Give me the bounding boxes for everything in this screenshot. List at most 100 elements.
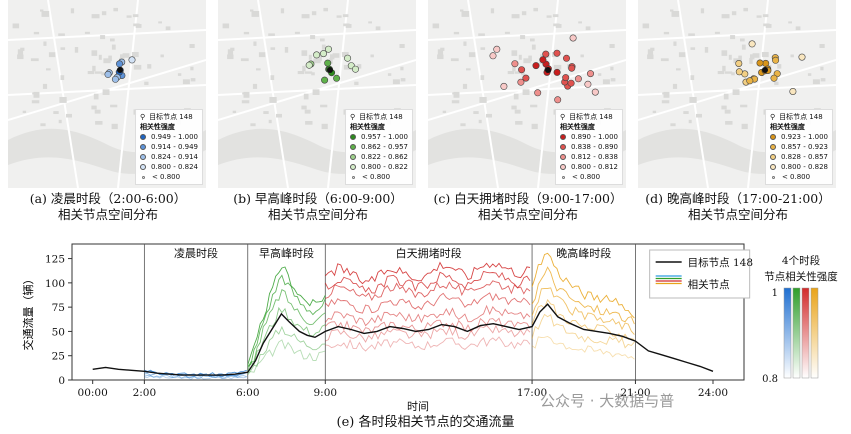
building-block bbox=[330, 54, 335, 60]
related-node-series bbox=[247, 306, 326, 372]
building-block bbox=[732, 89, 740, 95]
related-node-series bbox=[531, 336, 635, 360]
legend-bin-label: 0.914 - 0.949 bbox=[150, 143, 198, 151]
caption-d: (d) 晚高峰时段（17:00-21:00） 相关节点空间分布 bbox=[645, 191, 831, 222]
building-block bbox=[774, 81, 779, 86]
building-block bbox=[442, 110, 447, 113]
building-block bbox=[678, 52, 686, 58]
related-node bbox=[554, 96, 562, 104]
building-block bbox=[126, 15, 132, 18]
legend-bin-row: 0.949 - 1.000 bbox=[139, 132, 198, 142]
building-block bbox=[530, 104, 538, 108]
building-block bbox=[460, 123, 466, 127]
building-block bbox=[521, 72, 525, 76]
related-node bbox=[772, 56, 780, 64]
related-node bbox=[321, 76, 329, 84]
building-block bbox=[84, 31, 90, 34]
building-block bbox=[756, 15, 762, 18]
building-block bbox=[111, 44, 116, 50]
building-block bbox=[343, 23, 350, 27]
building-block bbox=[268, 119, 272, 124]
building-block bbox=[33, 91, 40, 98]
colorbar-orange bbox=[810, 287, 819, 379]
legend-bin-label: 0.890 - 1.000 bbox=[570, 133, 618, 141]
building-block bbox=[182, 79, 190, 85]
building-block bbox=[101, 72, 105, 76]
legend-bin-row: 0.800 - 0.822 bbox=[349, 162, 408, 172]
colorbar-green bbox=[792, 287, 801, 379]
plot-frame bbox=[71, 243, 745, 381]
related-node bbox=[116, 60, 124, 68]
legend-swatch bbox=[139, 134, 146, 140]
building-block bbox=[521, 11, 527, 16]
related-node-series bbox=[531, 287, 635, 335]
building-block bbox=[795, 26, 801, 31]
x-tick-label: 17:00 bbox=[517, 387, 547, 399]
related-node bbox=[511, 60, 519, 68]
map-panel-c: ⚲ 目标节点 148 相关性强度 0.890 - 1.000 0.838 - 0.890… bbox=[428, 0, 626, 188]
building-block bbox=[311, 72, 315, 76]
related-node bbox=[532, 62, 540, 70]
legend-swatch bbox=[559, 144, 566, 150]
building-block bbox=[663, 91, 670, 98]
map-panel-b: ⚲ 目标节点 148 相关性强度 0.957 - 1.000 0.862 - 0.957… bbox=[218, 0, 416, 188]
building-block bbox=[302, 65, 306, 72]
building-block bbox=[190, 66, 194, 71]
legend-bin-label: 0.824 - 0.914 bbox=[150, 153, 198, 161]
pin-icon: ⚲ bbox=[139, 113, 146, 121]
x-tick-label: 00:00 bbox=[78, 387, 108, 399]
building-block bbox=[512, 65, 516, 72]
building-block bbox=[131, 52, 139, 58]
building-block bbox=[511, 50, 518, 56]
building-block bbox=[284, 47, 289, 53]
legend-swatch bbox=[139, 164, 146, 170]
legend-bin-row: < 0.800 bbox=[560, 172, 618, 182]
related-node bbox=[534, 89, 542, 97]
building-block bbox=[95, 121, 103, 125]
building-block bbox=[820, 66, 824, 71]
building-block bbox=[714, 31, 720, 34]
building-block bbox=[740, 38, 745, 42]
legend-bin-label: 0.862 - 0.957 bbox=[360, 143, 408, 151]
building-block bbox=[432, 23, 440, 29]
pin-icon: ⚲ bbox=[769, 113, 776, 121]
building-block bbox=[478, 33, 485, 36]
legend-bin-row: 0.824 - 0.914 bbox=[139, 152, 198, 162]
legend-target-row: ⚲ 目标节点 148 bbox=[560, 112, 618, 122]
watermark: 公众号 · 大数据与普 bbox=[540, 392, 675, 410]
target-node-marker bbox=[762, 67, 768, 73]
caption-a: (a) 凌晨时段（2:00-6:00） 相关节点空间分布 bbox=[29, 191, 187, 222]
related-node bbox=[344, 54, 352, 62]
building-block bbox=[609, 44, 615, 48]
legend-swatch bbox=[349, 144, 356, 150]
legend-swatch bbox=[349, 164, 356, 170]
building-block bbox=[683, 111, 689, 114]
building-block bbox=[610, 66, 614, 71]
building-block bbox=[101, 11, 107, 16]
building-block bbox=[790, 54, 794, 58]
building-block bbox=[400, 78, 406, 82]
related-node bbox=[735, 59, 743, 67]
related-node bbox=[569, 34, 577, 42]
y-tick-label: 125 bbox=[45, 254, 65, 266]
building-block bbox=[533, 7, 538, 12]
building-block bbox=[437, 54, 444, 60]
building-block bbox=[688, 119, 692, 124]
building-block bbox=[724, 109, 731, 114]
building-block bbox=[252, 83, 258, 89]
map-legend: ⚲ 目标节点 148 相关性强度 0.890 - 1.000 0.838 - 0.890… bbox=[554, 109, 623, 185]
legend-bin-label: 0.828 - 0.857 bbox=[780, 153, 828, 161]
building-block bbox=[731, 72, 735, 76]
related-node bbox=[584, 80, 592, 88]
legend-bin-label: < 0.800 bbox=[781, 173, 811, 181]
road bbox=[638, 29, 836, 41]
related-node bbox=[517, 78, 525, 86]
building-block bbox=[761, 52, 769, 58]
building-block bbox=[513, 93, 519, 100]
legend-swatch bbox=[139, 144, 146, 150]
building-block bbox=[243, 91, 250, 98]
building-block bbox=[189, 44, 195, 48]
building-block bbox=[504, 31, 510, 34]
legend-swatch bbox=[559, 164, 566, 170]
building-block bbox=[303, 93, 309, 100]
